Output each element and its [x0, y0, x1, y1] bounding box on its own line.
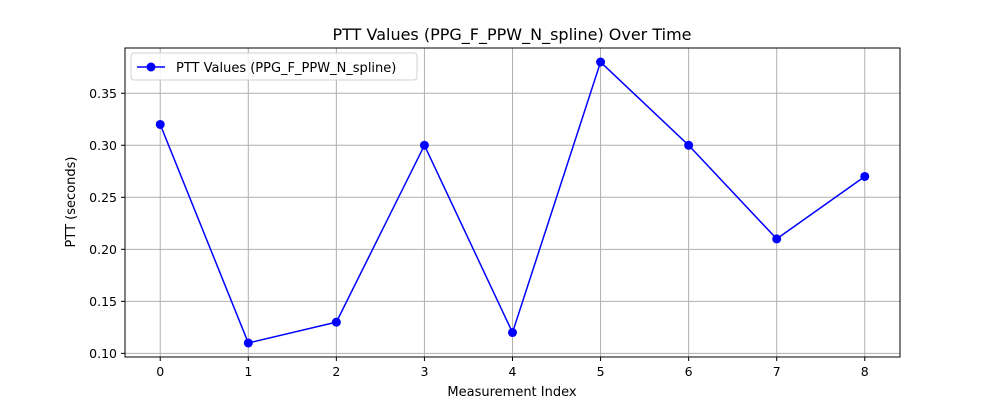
legend-marker-swatch [146, 62, 156, 72]
data-point [684, 140, 694, 150]
data-point [331, 317, 341, 327]
legend-box [130, 52, 418, 81]
y-axis-ticks: 0.10 0.15 0.20 0.25 0.30 0.35 [89, 86, 125, 361]
legend: PTT Values (PPG_F_PPW_N_spline) [130, 52, 418, 81]
x-tick-label: 4 [509, 364, 517, 379]
y-tick-label: 0.30 [89, 138, 117, 153]
y-tick-label: 0.35 [89, 86, 117, 101]
x-tick-label: 2 [332, 364, 340, 379]
y-tick-label: 0.15 [89, 294, 117, 309]
data-point [860, 171, 870, 181]
x-tick-label: 0 [156, 364, 164, 379]
y-axis-label: PTT (seconds) [64, 157, 79, 248]
y-tick-label: 0.10 [89, 346, 117, 361]
data-point [243, 338, 253, 348]
x-tick-label: 7 [773, 364, 781, 379]
y-tick-label: 0.25 [89, 190, 117, 205]
legend-entry-label: PTT Values (PPG_F_PPW_N_spline) [176, 61, 396, 76]
data-point [419, 140, 429, 150]
series-layer [155, 57, 870, 348]
x-tick-label: 3 [420, 364, 428, 379]
x-tick-label: 8 [861, 364, 869, 379]
x-axis-ticks: 0 1 2 3 4 5 6 7 8 [156, 357, 869, 379]
data-point [155, 119, 165, 129]
data-point [596, 57, 606, 67]
x-tick-label: 6 [685, 364, 693, 379]
x-axis-label: Measurement Index [447, 385, 576, 400]
data-point [508, 328, 517, 338]
data-point [772, 234, 782, 244]
y-tick-label: 0.20 [89, 242, 117, 257]
x-tick-label: 5 [597, 364, 605, 379]
grid-lines [125, 48, 900, 357]
x-tick-label: 1 [244, 364, 252, 379]
chart-title: PTT Values (PPG_F_PPW_N_spline) Over Tim… [332, 25, 691, 45]
